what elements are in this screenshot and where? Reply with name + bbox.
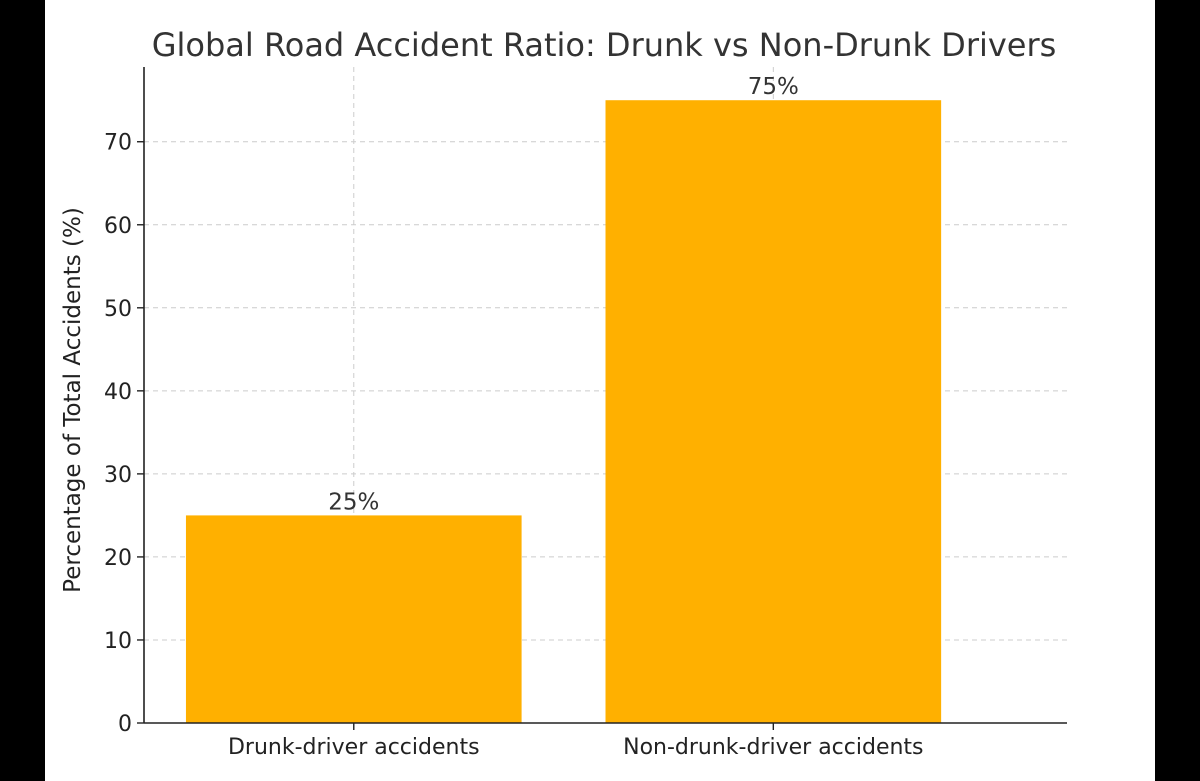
y-tick-label: 70 xyxy=(104,131,132,156)
y-ticks: 0 10 20 30 40 50 60 70 xyxy=(104,131,144,737)
y-tick-label: 10 xyxy=(104,629,132,654)
y-tick-label: 0 xyxy=(118,712,132,737)
axes-layer xyxy=(143,67,1067,724)
bar xyxy=(185,515,522,723)
x-tick-label: Drunk-driver accidents xyxy=(228,735,480,760)
bar-data-label: 25% xyxy=(328,489,379,515)
bar xyxy=(605,100,942,723)
bars-layer xyxy=(185,100,942,723)
x-tick-label: Non-drunk-driver accidents xyxy=(623,735,923,760)
x-ticks: Drunk-driver accidents Non-drunk-driver a… xyxy=(228,723,924,760)
bar-data-label: 75% xyxy=(748,74,799,100)
y-tick-label: 30 xyxy=(104,463,132,488)
y-tick-label: 40 xyxy=(104,380,132,405)
y-tick-label: 20 xyxy=(104,546,132,571)
y-tick-label: 60 xyxy=(104,214,132,239)
y-axis-title: Percentage of Total Accidents (%) xyxy=(60,207,86,593)
data-labels: 25% 75% xyxy=(328,74,799,515)
y-tick-label: 50 xyxy=(104,297,132,322)
chart-title: Global Road Accident Ratio: Drunk vs Non… xyxy=(152,26,1057,64)
